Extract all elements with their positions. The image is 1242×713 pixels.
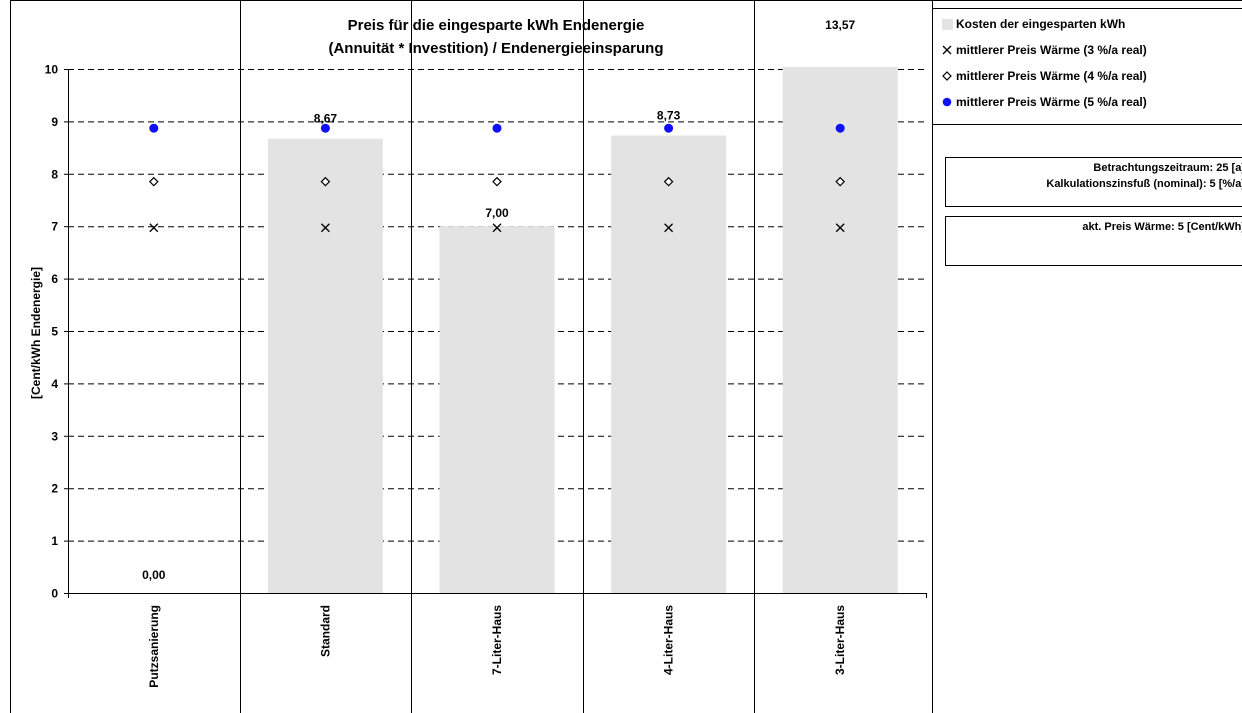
bar-series [267,67,898,593]
marker-circle [320,123,330,133]
bar-data-label: 8,67 [314,112,338,126]
legend-item-4pct: mittlerer Preis Wärme (4 %/a real) [941,67,1147,85]
chart-subtitle: (Annuität * Investition) / Endenergieein… [328,40,663,57]
info-heat-price: akt. Preis Wärme: 5 [Cent/kWh] [1082,221,1242,233]
y-tick-label: 7 [51,220,58,234]
y-tick-label: 8 [51,167,58,181]
marker-cross [835,223,845,233]
x-tick-label: Standard [318,605,332,657]
marker-circle [664,123,674,133]
marker-cross [664,223,674,233]
legend-label: Kosten der eingesparten kWh [956,17,1126,31]
chart-outer-border [10,0,1242,713]
legend-cross-icon [941,44,953,56]
y-tick-label: 9 [51,115,58,129]
marker-cross [320,223,330,233]
bar [439,226,555,593]
marker-series [148,123,846,233]
marker-circle [149,123,159,133]
marker-diamond [663,176,674,187]
chart-title: Preis für die eingesparte kWh Endenergie [348,17,645,34]
bar [782,67,898,593]
marker-diamond [148,176,159,187]
info-interest-rate: Kalkulationszinsfuß (nominal): 5 [%/a] [1046,178,1242,190]
info-period: Betrachtungszeitraum: 25 [a] [1093,162,1242,174]
marker-circle [492,123,502,133]
legend-label: mittlerer Preis Wärme (5 %/a real) [956,95,1147,109]
y-tick-label: 1 [51,534,58,548]
legend-label: mittlerer Preis Wärme (3 %/a real) [956,43,1147,57]
marker-diamond [492,176,502,187]
marker-diamond [835,176,846,187]
marker-cross [492,223,502,233]
bar [611,135,727,593]
legend-item-bar: Kosten der eingesparten kWh [941,15,1125,33]
y-tick-label: 2 [51,482,58,496]
axes [64,69,927,598]
legend-circle-icon [941,96,953,108]
y-tick-label: 10 [45,63,59,77]
legend-diamond-icon [941,70,953,82]
x-tick-label: 4-Liter-Haus [662,605,676,675]
bar-data-label: 8,73 [657,109,681,123]
legend-item-5pct: mittlerer Preis Wärme (5 %/a real) [941,93,1147,111]
x-tick-label: 3-Liter-Haus [833,605,847,675]
y-tick-label: 0 [51,587,58,601]
parameter-box: Betrachtungszeitraum: 25 [a] Kalkulation… [945,157,1242,207]
y-axis-label: [Cent/kWh Endenergie] [29,267,43,399]
bar-data-labels: 0,00 8,67 7,00 8,73 13,57 [142,18,855,582]
bar-data-label: 0,00 [142,568,166,582]
legend-label: mittlerer Preis Wärme (4 %/a real) [956,69,1147,83]
x-tick-label: Putzsanierung [147,605,161,688]
y-tick-label: 3 [51,429,58,443]
x-tick-labels: Putzsanierung Standard 7-Liter-Haus 4-Liter… [147,605,847,688]
bar [267,138,383,593]
heat-price-box: akt. Preis Wärme: 5 [Cent/kWh] [945,216,1242,266]
bar-data-label: 7,00 [485,206,509,220]
legend-item-3pct: mittlerer Preis Wärme (3 %/a real) [941,41,1147,59]
marker-circle [835,123,845,133]
x-tick-label: 7-Liter-Haus [490,605,504,675]
bar-data-label: 13,57 [825,18,855,32]
y-tick-label: 5 [51,325,58,339]
legend-swatch-square-icon [941,18,953,30]
y-tick-labels: 0 1 2 3 4 5 6 7 8 9 10 [45,63,59,601]
legend: Kosten der eingesparten kWh mittlerer Pr… [932,8,1242,125]
marker-cross [149,223,159,233]
y-tick-label: 4 [51,377,58,391]
y-tick-label: 6 [51,272,58,286]
marker-diamond [320,176,331,187]
